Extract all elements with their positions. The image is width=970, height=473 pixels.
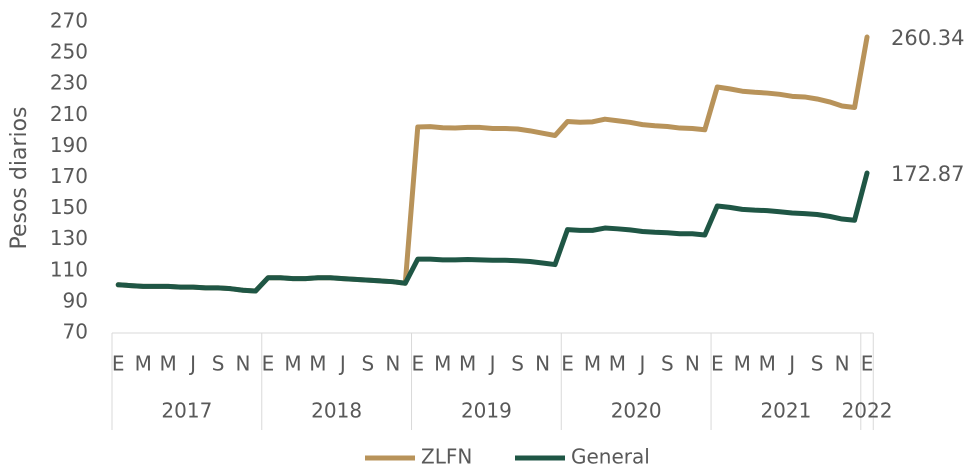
x-tick-label: M bbox=[584, 352, 601, 376]
x-tick-label: M bbox=[135, 352, 152, 376]
x-tick-label: M bbox=[309, 352, 326, 376]
y-tick-label: 90 bbox=[63, 288, 88, 312]
x-tick-label: E bbox=[262, 352, 275, 376]
y-tick-label: 250 bbox=[50, 40, 88, 64]
group-label: 2019 bbox=[461, 399, 512, 423]
x-tick-label: N bbox=[535, 352, 550, 376]
x-tick-label: N bbox=[835, 352, 850, 376]
data-label: 172.87 bbox=[891, 162, 964, 186]
legend-label: General bbox=[571, 445, 650, 469]
x-tick-label: S bbox=[661, 352, 674, 376]
x-tick-label: E bbox=[711, 352, 724, 376]
y-tick-label: 210 bbox=[50, 102, 88, 126]
x-tick-label: M bbox=[160, 352, 177, 376]
x-tick-label: J bbox=[787, 352, 795, 376]
x-tick-label: M bbox=[434, 352, 451, 376]
y-tick-label: 150 bbox=[50, 195, 88, 219]
x-tick-label: J bbox=[338, 352, 346, 376]
x-tick-label: S bbox=[511, 352, 524, 376]
y-axis-label: Pesos diarios bbox=[7, 106, 32, 249]
group-label: 2021 bbox=[760, 399, 811, 423]
x-tick-label: E bbox=[861, 352, 874, 376]
x-tick-label: M bbox=[759, 352, 776, 376]
x-tick-label: N bbox=[685, 352, 700, 376]
y-tick-label: 110 bbox=[50, 257, 88, 281]
x-tick-label: E bbox=[112, 352, 125, 376]
series-line bbox=[115, 170, 870, 294]
x-tick-label: M bbox=[459, 352, 476, 376]
x-tick-label: J bbox=[188, 352, 196, 376]
y-tick-label: 70 bbox=[63, 320, 88, 344]
x-tick-label: S bbox=[361, 352, 374, 376]
group-label: 2017 bbox=[161, 399, 212, 423]
y-tick-label: 270 bbox=[50, 9, 88, 33]
series-line bbox=[115, 34, 870, 294]
x-tick-label: M bbox=[284, 352, 301, 376]
group-label: 2022 bbox=[842, 399, 893, 423]
x-tick-label: S bbox=[212, 352, 225, 376]
x-tick-label: M bbox=[734, 352, 751, 376]
x-tick-label: N bbox=[385, 352, 400, 376]
group-label: 2018 bbox=[311, 399, 362, 423]
x-tick-label: E bbox=[561, 352, 574, 376]
x-tick-label: J bbox=[488, 352, 496, 376]
x-tick-label: N bbox=[236, 352, 251, 376]
x-tick-label: J bbox=[637, 352, 645, 376]
y-tick-label: 170 bbox=[50, 164, 88, 188]
group-label: 2020 bbox=[611, 399, 662, 423]
data-label: 260.34 bbox=[891, 26, 964, 50]
x-tick-label: E bbox=[411, 352, 424, 376]
x-tick-label: M bbox=[609, 352, 626, 376]
x-tick-label: S bbox=[811, 352, 824, 376]
legend-label: ZLFN bbox=[421, 445, 472, 469]
y-tick-label: 230 bbox=[50, 71, 88, 95]
y-tick-label: 130 bbox=[50, 226, 88, 250]
y-tick-label: 190 bbox=[50, 133, 88, 157]
